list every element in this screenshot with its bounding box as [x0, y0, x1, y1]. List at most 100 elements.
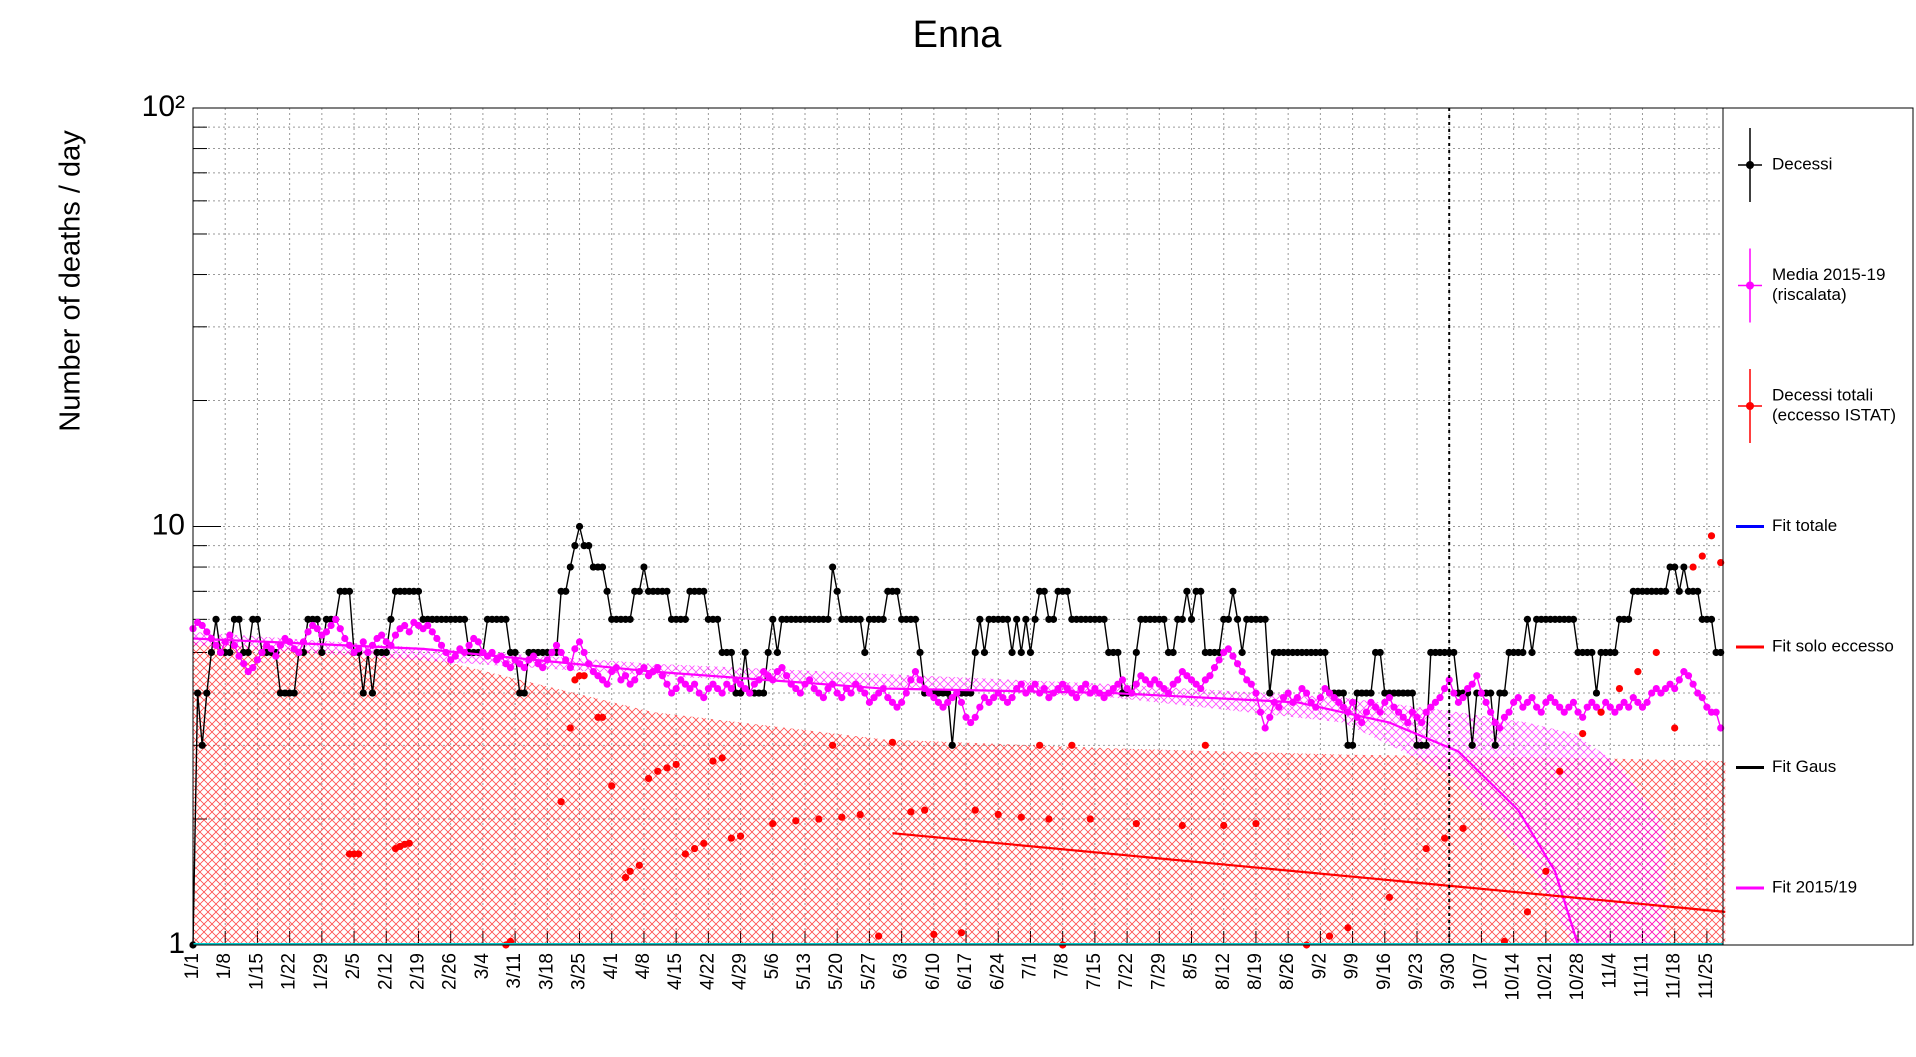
fit-line: [892, 832, 1726, 913]
data-point: [557, 798, 565, 806]
data-point: [833, 689, 841, 697]
data-point: [1013, 615, 1021, 623]
x-tick-label: 9/2: [1309, 953, 1330, 979]
data-point: [1031, 615, 1039, 623]
data-point: [1091, 684, 1099, 693]
data-point: [1003, 615, 1012, 623]
x-tick-label: 4/29: [730, 953, 751, 990]
data-point: [893, 703, 901, 711]
data-point: [1519, 703, 1527, 711]
x-tick-label: 6/10: [923, 953, 944, 990]
data-point: [1252, 820, 1260, 828]
data-point: [976, 703, 984, 711]
data-point: [1487, 708, 1495, 716]
data-point: [810, 684, 818, 693]
data-point: [1040, 684, 1048, 693]
data-point: [1266, 713, 1274, 721]
data-point: [677, 676, 685, 684]
data-point: [1367, 689, 1375, 697]
data-point: [700, 587, 708, 595]
data-point: [967, 718, 975, 727]
data-point: [580, 648, 588, 657]
confidence-band: [193, 641, 1726, 945]
legend-label: Decessi: [1772, 154, 1832, 173]
data-point: [769, 615, 777, 623]
data-point: [1625, 615, 1633, 623]
data-point: [635, 587, 643, 595]
data-point: [488, 648, 496, 657]
data-point: [838, 694, 846, 702]
data-point: [1597, 708, 1605, 716]
data-point: [1459, 694, 1467, 702]
data-point: [1325, 932, 1334, 940]
data-point: [736, 689, 745, 697]
data-point: [1137, 672, 1145, 680]
data-point: [1574, 708, 1582, 716]
data-point: [1431, 698, 1440, 706]
data-point: [1151, 676, 1159, 684]
data-point: [1072, 694, 1081, 702]
data-point: [690, 680, 699, 688]
data-point: [1183, 672, 1191, 680]
data-point: [1339, 703, 1347, 711]
data-point: [962, 713, 970, 721]
data-point: [1680, 668, 1688, 676]
data-point: [529, 652, 538, 660]
data-point: [1266, 689, 1274, 697]
x-tick-label: 8/12: [1213, 953, 1234, 990]
data-point: [1592, 703, 1601, 711]
data-point: [226, 648, 234, 657]
data-point: [1422, 741, 1430, 749]
data-point: [1022, 615, 1030, 623]
data-point: [437, 641, 446, 649]
data-point: [1114, 648, 1122, 657]
data-point: [667, 689, 676, 697]
data-point: [713, 615, 722, 623]
data-point: [911, 615, 920, 623]
data-point: [948, 741, 956, 749]
data-point: [796, 689, 804, 697]
data-point: [502, 615, 510, 623]
data-point: [1123, 684, 1131, 693]
data-point: [1689, 563, 1697, 571]
data-point: [548, 648, 556, 657]
data-point: [1436, 694, 1444, 702]
x-tick-label: 7/29: [1148, 953, 1169, 990]
data-point: [1404, 718, 1412, 727]
data-point: [1491, 741, 1499, 749]
x-tick-label: 4/22: [697, 953, 718, 990]
data-point: [1694, 689, 1702, 697]
data-point: [741, 684, 749, 693]
legend-label: Decessi totali: [1772, 385, 1873, 404]
data-point: [1325, 689, 1334, 697]
data-point: [1321, 684, 1329, 693]
data-point: [1638, 703, 1647, 711]
data-point: [1583, 703, 1591, 711]
data-point: [957, 929, 966, 937]
data-point: [580, 672, 588, 680]
data-point: [870, 694, 878, 702]
data-point: [359, 689, 367, 697]
legend-label: Media 2015-19: [1772, 265, 1885, 284]
data-point: [1487, 689, 1495, 697]
data-point: [727, 648, 735, 657]
data-point: [1468, 741, 1476, 749]
data-point: [1036, 741, 1044, 749]
data-point: [460, 615, 469, 623]
data-point: [994, 810, 1002, 819]
plot-area: [189, 107, 1726, 949]
data-point: [539, 664, 547, 672]
data-point: [1059, 680, 1067, 688]
y-tick-label: 10: [152, 508, 185, 541]
data-point: [635, 861, 643, 869]
data-point: [1588, 648, 1596, 657]
data-point: [1505, 708, 1513, 716]
data-point: [1279, 694, 1288, 702]
data-point: [718, 689, 726, 697]
data-point: [1054, 684, 1062, 693]
x-tick-label: 8/19: [1245, 953, 1266, 990]
data-point: [1243, 676, 1251, 684]
data-point: [1376, 708, 1384, 716]
data-point: [1560, 708, 1568, 716]
x-tick-label: 9/30: [1438, 953, 1459, 990]
